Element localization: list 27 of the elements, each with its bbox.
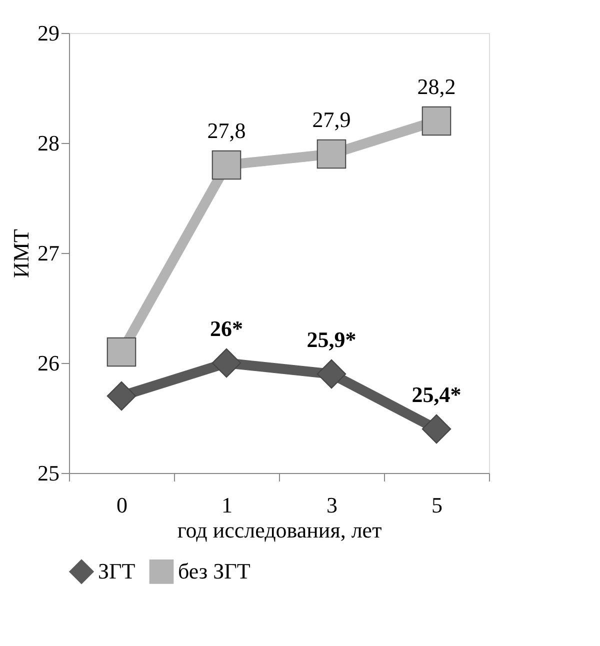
x-tick-label: 1 [222, 492, 232, 518]
point [106, 337, 136, 367]
point [316, 139, 346, 169]
data-label: 26* [210, 316, 243, 341]
data-label: 27,8 [207, 118, 246, 143]
data-label: 25,4* [412, 382, 462, 407]
point [106, 381, 136, 411]
point [212, 348, 242, 378]
point [212, 150, 242, 180]
x-tick-label: 0 [116, 492, 128, 518]
y-tick-label: 28 [38, 130, 60, 156]
data-label: 27,9 [312, 107, 351, 132]
data-label: 25,9* [306, 327, 356, 352]
y-tick-label: 27 [38, 240, 60, 266]
y-tick-label: 26 [38, 350, 60, 376]
point [316, 359, 346, 389]
y-tick-label: 29 [38, 20, 60, 46]
x-tick-label: 5 [432, 492, 442, 518]
legend-label: ЗГТ [98, 558, 136, 584]
x-axis-title: год исследования, лет [177, 518, 382, 542]
y-axis-title: ИМТ [8, 228, 34, 278]
legend-label: без ЗГТ [178, 558, 251, 584]
point [422, 106, 452, 136]
point [422, 414, 452, 444]
x-tick-label: 3 [326, 492, 338, 518]
data-label: 28,2 [417, 74, 456, 99]
y-tick-label: 25 [38, 460, 60, 486]
